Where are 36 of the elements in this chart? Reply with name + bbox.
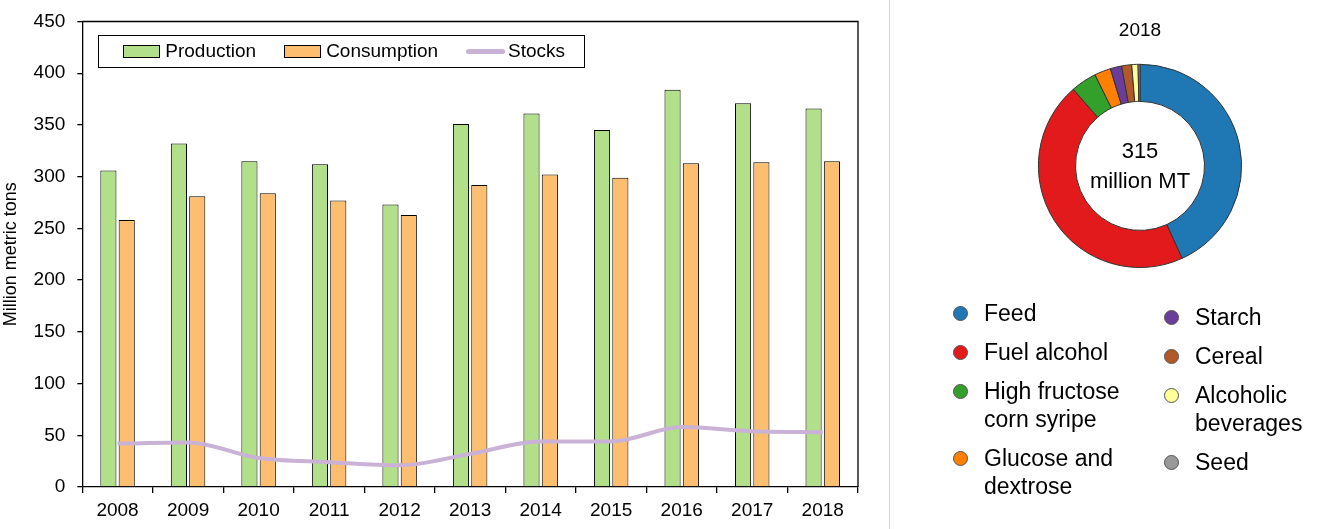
legend-label: Seed xyxy=(1195,448,1250,476)
legend-label: Stocks xyxy=(508,40,566,62)
y-tick-label: 50 xyxy=(44,423,66,445)
y-tick-label: 200 xyxy=(33,268,66,290)
chart-title: 2018 xyxy=(1118,18,1162,40)
y-tick-label: 400 xyxy=(33,61,66,83)
legend-label: Feed xyxy=(984,299,1038,327)
y-tick-label: 100 xyxy=(33,371,66,393)
line-series xyxy=(115,425,825,468)
x-tick-label: 2011 xyxy=(308,498,350,520)
x-tick-label: 2016 xyxy=(660,498,703,520)
y-tick-label: 150 xyxy=(33,320,66,342)
y-axis-title: Million metric tons xyxy=(0,182,20,327)
legend-label: Glucose and dextrose xyxy=(984,444,1115,500)
x-tick-label: 2014 xyxy=(519,498,563,520)
x-tick-label: 2017 xyxy=(731,498,774,520)
text: 315 million MT xyxy=(1089,136,1191,195)
legend-label: Cereal xyxy=(1195,342,1264,370)
legend-label: Starch xyxy=(1195,303,1263,331)
x-tick-label: 2008 xyxy=(96,498,139,520)
legend-label: Consumption xyxy=(326,40,439,62)
y-tick-label: 350 xyxy=(33,113,66,135)
legend-label: Fuel alcohol xyxy=(984,338,1110,366)
x-tick-label: 2012 xyxy=(378,498,421,520)
x-tick-label: 2009 xyxy=(166,498,210,520)
legend-label: Alcoholic beverages xyxy=(1195,381,1304,437)
y-tick-label: 450 xyxy=(33,9,66,31)
x-tick-label: 2010 xyxy=(237,498,280,520)
x-tick-label: 2018 xyxy=(801,498,844,520)
legend-label: Production xyxy=(165,40,257,62)
y-tick-label: 300 xyxy=(33,164,66,186)
legend-label: High fructose corn syripe xyxy=(984,377,1121,433)
x-tick-label: 2013 xyxy=(449,498,492,520)
x-tick-label: 2015 xyxy=(590,498,633,520)
y-tick-label: 0 xyxy=(54,475,66,497)
y-tick-label: 250 xyxy=(33,216,66,238)
